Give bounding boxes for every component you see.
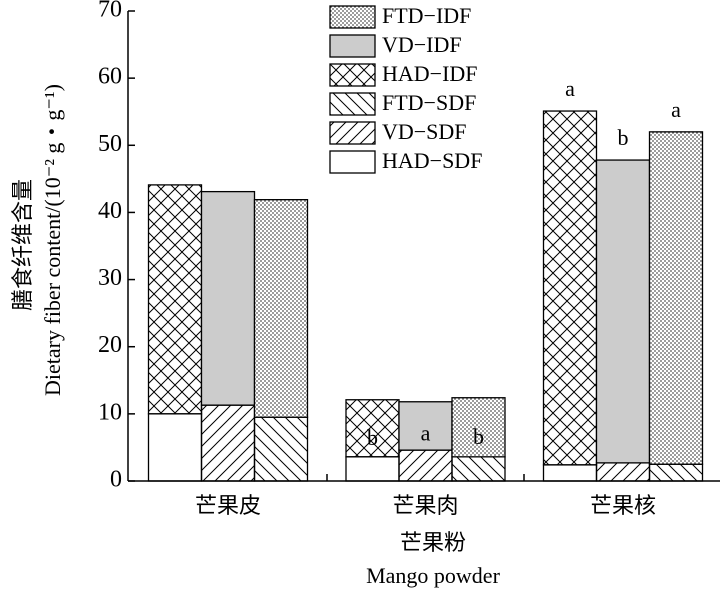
x-tick-label: 芒果核 xyxy=(590,493,656,518)
bar-segment xyxy=(147,413,203,482)
legend-label: HAD−SDF xyxy=(382,148,482,173)
legend-label: VD−IDF xyxy=(382,32,462,57)
bar-segment xyxy=(253,199,309,418)
bar-segment xyxy=(451,456,506,482)
y-tick-label: 70 xyxy=(98,0,122,23)
y-tick-label: 60 xyxy=(98,64,122,90)
y-tick-label: 10 xyxy=(98,399,122,425)
legend-swatch xyxy=(329,92,376,116)
legend-label: VD−SDF xyxy=(382,119,467,144)
x-tick-label: 芒果肉 xyxy=(392,493,458,518)
legend-swatch xyxy=(329,34,376,58)
significance-label: b xyxy=(367,425,378,450)
bar-segment xyxy=(648,131,704,465)
legend-swatch xyxy=(329,121,376,145)
bar-segment xyxy=(200,404,256,482)
y-tick-label: 40 xyxy=(98,198,122,224)
significance-label: a xyxy=(421,421,431,446)
significance-label: a xyxy=(565,76,575,101)
x-label: 芒果粉 xyxy=(400,530,466,555)
bar-segment xyxy=(200,190,256,406)
bar-segment xyxy=(542,110,598,466)
y-tick-label: 20 xyxy=(98,332,122,358)
bar-segment xyxy=(147,184,203,415)
bar-segment xyxy=(542,464,598,482)
y-tick-label: 0 xyxy=(110,467,122,493)
legend-swatch xyxy=(329,63,376,87)
significance-label: b xyxy=(473,424,484,449)
significance-label: a xyxy=(671,97,681,122)
y-label: 膳食纤维含量 xyxy=(10,179,35,311)
y-tick-label: 50 xyxy=(98,131,122,157)
bar-segment xyxy=(648,463,704,482)
significance-label: b xyxy=(618,125,629,150)
legend-label: FTD−IDF xyxy=(382,3,471,28)
y-label: Dietary fiber content/(10⁻² g・g⁻¹) xyxy=(40,84,65,396)
bar-segment xyxy=(345,399,400,458)
legend-swatch xyxy=(329,5,376,29)
bar-segment xyxy=(595,462,651,482)
bar-segment xyxy=(253,416,309,482)
legend-label: HAD−IDF xyxy=(382,61,478,86)
legend-swatch xyxy=(329,150,376,174)
bar-segment xyxy=(595,159,651,464)
legend-label: FTD−SDF xyxy=(382,90,476,115)
y-tick-label: 30 xyxy=(98,265,122,291)
bar-segment xyxy=(398,401,453,451)
bar-segment xyxy=(451,397,506,458)
bar-segment xyxy=(345,456,400,482)
x-label: Mango powder xyxy=(366,563,500,588)
x-tick-label: 芒果皮 xyxy=(195,493,261,518)
bar-segment xyxy=(398,449,453,482)
